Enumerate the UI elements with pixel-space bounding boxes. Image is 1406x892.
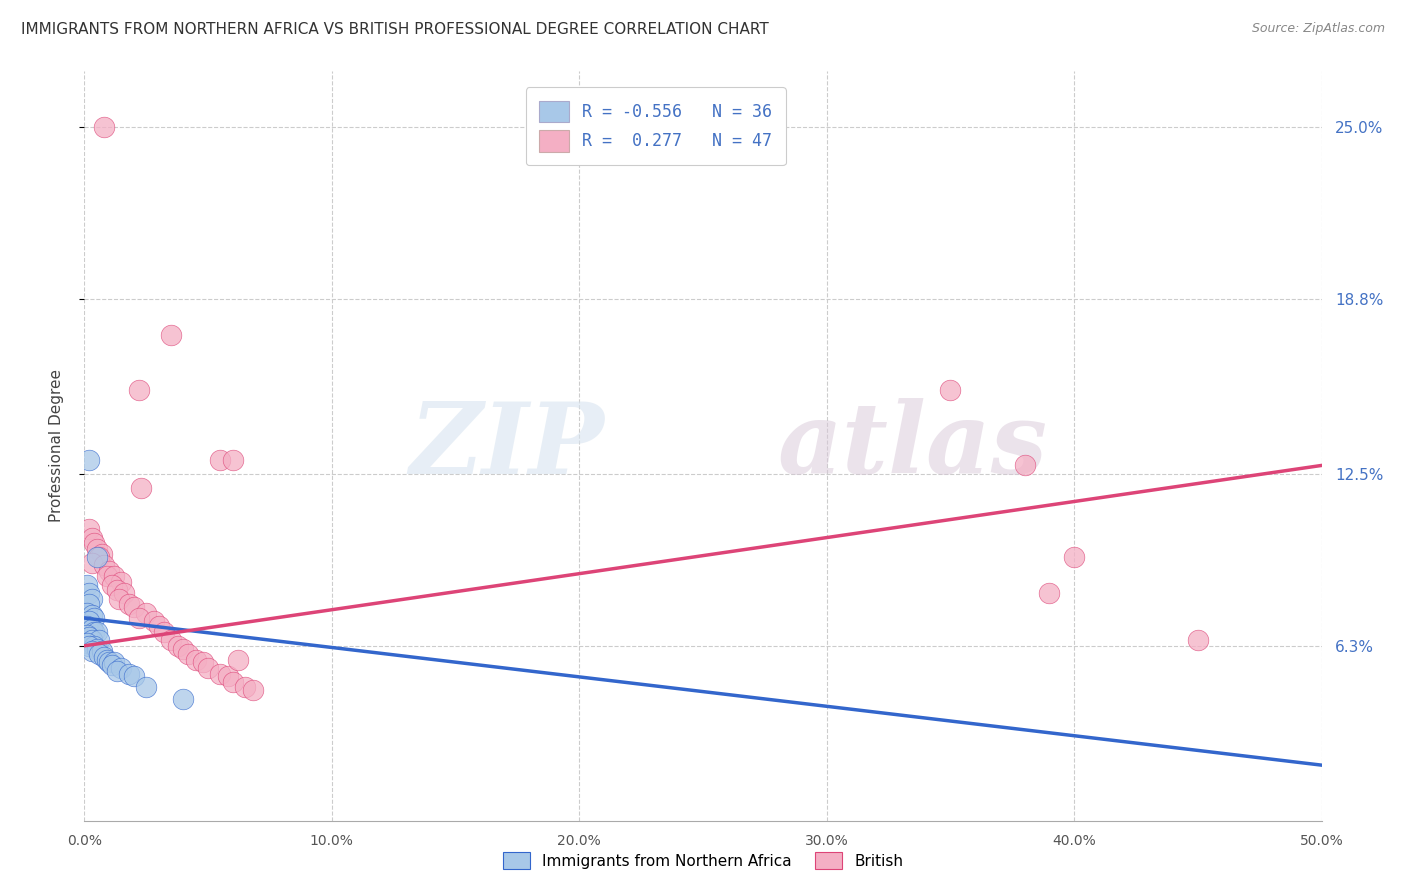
Point bbox=[76, 636, 98, 650]
Point bbox=[217, 669, 239, 683]
Point bbox=[96, 653, 118, 667]
Point bbox=[80, 531, 103, 545]
Point bbox=[160, 328, 183, 343]
Point bbox=[93, 558, 115, 573]
Point bbox=[1187, 633, 1209, 648]
Point bbox=[76, 606, 98, 620]
Point bbox=[96, 569, 118, 583]
Point bbox=[76, 619, 98, 633]
Point bbox=[1063, 549, 1085, 564]
Point bbox=[128, 384, 150, 398]
Point bbox=[89, 647, 111, 661]
Legend: Immigrants from Northern Africa, British: Immigrants from Northern Africa, British bbox=[496, 846, 910, 875]
Text: atlas: atlas bbox=[778, 398, 1047, 494]
Point bbox=[160, 633, 183, 648]
Point bbox=[79, 631, 101, 645]
Point bbox=[939, 384, 962, 398]
Point bbox=[209, 453, 232, 467]
Point bbox=[148, 619, 170, 633]
Point bbox=[122, 669, 145, 683]
Point bbox=[110, 661, 132, 675]
Point bbox=[110, 574, 132, 589]
Point bbox=[222, 453, 245, 467]
Point bbox=[172, 641, 194, 656]
Point bbox=[80, 591, 103, 606]
Point bbox=[152, 624, 174, 639]
Point bbox=[80, 608, 103, 623]
Point bbox=[76, 578, 98, 592]
Point bbox=[1038, 586, 1060, 600]
Point bbox=[100, 658, 122, 673]
Point bbox=[79, 597, 101, 611]
Point bbox=[103, 656, 125, 670]
Point bbox=[83, 639, 105, 653]
Point bbox=[108, 591, 131, 606]
Point bbox=[86, 624, 108, 639]
Point bbox=[242, 683, 264, 698]
Point bbox=[76, 628, 98, 642]
Point bbox=[118, 666, 141, 681]
Text: IMMIGRANTS FROM NORTHERN AFRICA VS BRITISH PROFESSIONAL DEGREE CORRELATION CHART: IMMIGRANTS FROM NORTHERN AFRICA VS BRITI… bbox=[21, 22, 769, 37]
Text: ZIP: ZIP bbox=[409, 398, 605, 494]
Point bbox=[226, 653, 249, 667]
Point bbox=[128, 611, 150, 625]
Point bbox=[100, 578, 122, 592]
Point bbox=[93, 649, 115, 664]
Point bbox=[80, 644, 103, 658]
Point bbox=[89, 549, 111, 564]
Point bbox=[89, 633, 111, 648]
Point bbox=[209, 666, 232, 681]
Point bbox=[83, 611, 105, 625]
Point bbox=[79, 586, 101, 600]
Point bbox=[79, 614, 101, 628]
Point bbox=[80, 633, 103, 648]
Point bbox=[142, 614, 165, 628]
Y-axis label: Professional Degree: Professional Degree bbox=[49, 369, 63, 523]
Point bbox=[112, 586, 135, 600]
Point bbox=[118, 597, 141, 611]
Text: Source: ZipAtlas.com: Source: ZipAtlas.com bbox=[1251, 22, 1385, 36]
Point bbox=[1014, 458, 1036, 473]
Point bbox=[83, 624, 105, 639]
Legend: R = -0.556   N = 36, R =  0.277   N = 47: R = -0.556 N = 36, R = 0.277 N = 47 bbox=[526, 87, 786, 165]
Point bbox=[184, 653, 207, 667]
Point bbox=[79, 453, 101, 467]
Point bbox=[172, 691, 194, 706]
Point bbox=[90, 644, 112, 658]
Point bbox=[135, 606, 157, 620]
Point bbox=[79, 639, 101, 653]
Point bbox=[103, 569, 125, 583]
Point bbox=[222, 674, 245, 689]
Point bbox=[80, 556, 103, 570]
Point bbox=[129, 481, 152, 495]
Point bbox=[93, 120, 115, 134]
Point bbox=[86, 641, 108, 656]
Point bbox=[83, 536, 105, 550]
Point bbox=[98, 564, 121, 578]
Point bbox=[90, 547, 112, 561]
Point bbox=[79, 522, 101, 536]
Point bbox=[86, 549, 108, 564]
Point bbox=[191, 656, 214, 670]
Point bbox=[233, 681, 256, 695]
Point bbox=[177, 647, 200, 661]
Point bbox=[105, 664, 128, 678]
Point bbox=[122, 599, 145, 614]
Point bbox=[197, 661, 219, 675]
Point bbox=[86, 541, 108, 556]
Point bbox=[167, 639, 190, 653]
Point bbox=[98, 656, 121, 670]
Point bbox=[80, 622, 103, 636]
Point bbox=[135, 681, 157, 695]
Point bbox=[105, 583, 128, 598]
